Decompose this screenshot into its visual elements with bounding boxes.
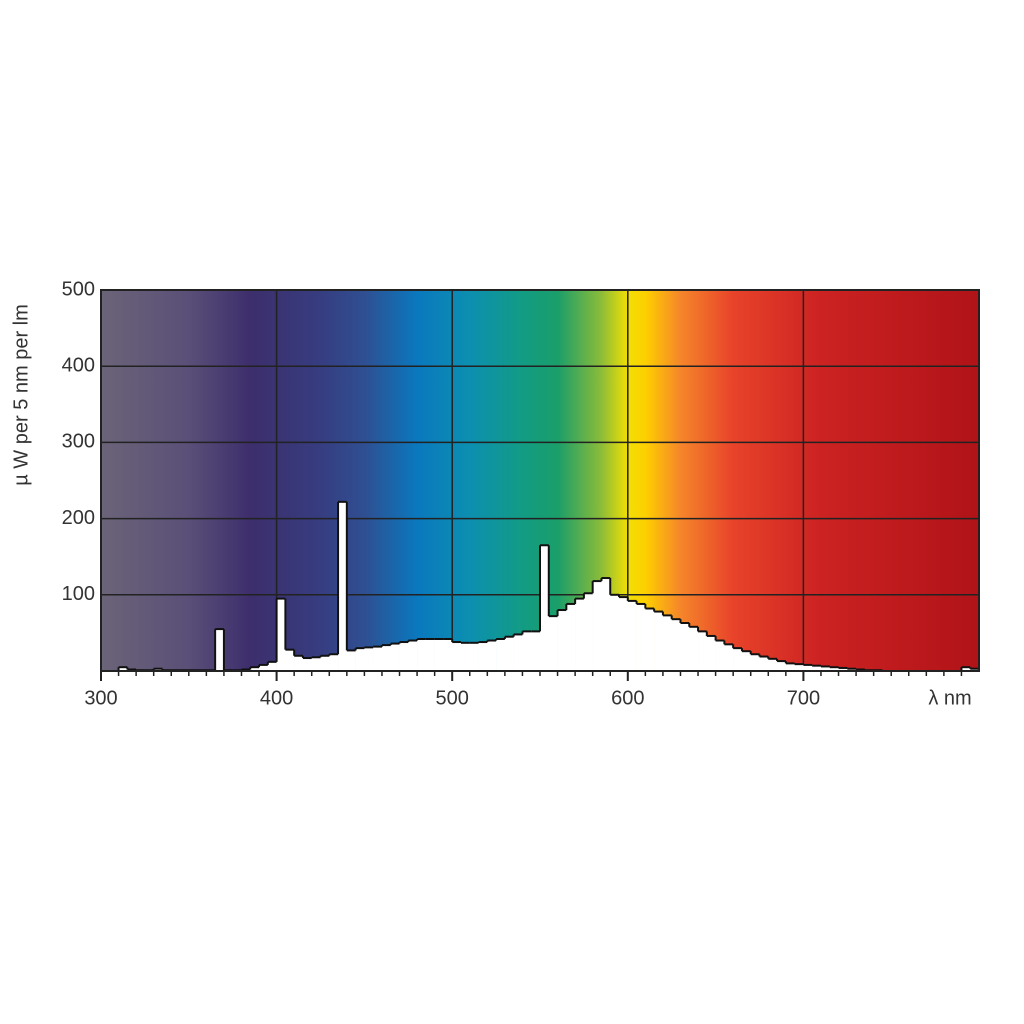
bar: [820, 666, 831, 671]
x-tick-label: 500: [436, 687, 469, 709]
bar: [504, 636, 514, 671]
bar: [654, 611, 664, 671]
bar: [847, 668, 857, 671]
bar: [153, 668, 163, 671]
y-tick-label: 100: [62, 583, 95, 605]
bar: [733, 648, 743, 671]
bar: [566, 603, 576, 671]
bar: [294, 655, 304, 671]
bar: [759, 656, 769, 671]
bar: [285, 649, 295, 671]
bar: [329, 654, 339, 671]
bar: [487, 640, 497, 671]
bar: [540, 545, 550, 671]
bar: [302, 658, 313, 671]
bar: [531, 631, 541, 671]
bar: [355, 648, 365, 671]
bar: [557, 610, 567, 671]
bar: [636, 603, 646, 671]
bar: [741, 651, 752, 671]
bar: [513, 634, 523, 671]
bar: [803, 664, 813, 671]
bar: [680, 622, 690, 671]
y-tick-label: 300: [62, 431, 95, 453]
bar: [548, 616, 558, 671]
bar: [768, 658, 778, 671]
bar: [452, 642, 462, 671]
bar: [346, 650, 356, 671]
bar: [601, 578, 611, 671]
bar: [276, 598, 286, 671]
bar: [592, 581, 602, 671]
bar: [645, 608, 655, 671]
bar: [311, 657, 321, 671]
bar: [118, 667, 128, 671]
bar: [627, 600, 637, 671]
bar: [575, 598, 585, 671]
bar: [460, 642, 471, 671]
bar: [443, 638, 453, 671]
bar: [715, 640, 725, 671]
bar: [373, 646, 383, 671]
bar: [469, 642, 479, 671]
bar: [829, 667, 839, 671]
x-axis-label: λ nm: [928, 687, 971, 709]
bar: [610, 594, 620, 671]
bar: [320, 655, 330, 671]
bar: [215, 629, 225, 671]
bar: [434, 638, 444, 671]
bar: [970, 668, 980, 671]
y-tick-label: 200: [62, 507, 95, 529]
bar: [838, 667, 848, 671]
bar: [259, 664, 269, 671]
bar: [812, 665, 822, 671]
x-tick-label: 600: [611, 687, 644, 709]
x-tick-label: 400: [260, 687, 293, 709]
bar: [698, 631, 708, 671]
bar: [619, 597, 629, 671]
bar: [399, 642, 409, 671]
bar: [706, 635, 716, 671]
bar: [338, 501, 348, 671]
bar: [522, 631, 532, 671]
bar: [785, 663, 795, 671]
bar: [267, 661, 277, 671]
bar: [689, 626, 699, 671]
bar: [364, 647, 374, 671]
y-tick-label: 400: [62, 354, 95, 376]
bar: [408, 640, 418, 671]
bar: [496, 638, 506, 671]
bar: [381, 645, 392, 671]
y-tick-label: 500: [62, 278, 95, 300]
bar: [777, 661, 787, 671]
bar: [961, 667, 971, 671]
bar: [417, 638, 427, 671]
bar: [583, 593, 593, 671]
bar: [425, 638, 435, 671]
y-axis-label: µ W per 5 nm per lm: [10, 304, 32, 486]
bar: [250, 667, 260, 671]
bar: [662, 615, 672, 671]
bar: [750, 654, 760, 671]
bar: [724, 644, 734, 671]
bar: [671, 619, 681, 671]
x-tick-label: 300: [84, 687, 117, 709]
bar: [390, 643, 400, 671]
bar: [794, 664, 804, 671]
x-tick-label: 700: [787, 687, 820, 709]
bar: [478, 642, 488, 671]
